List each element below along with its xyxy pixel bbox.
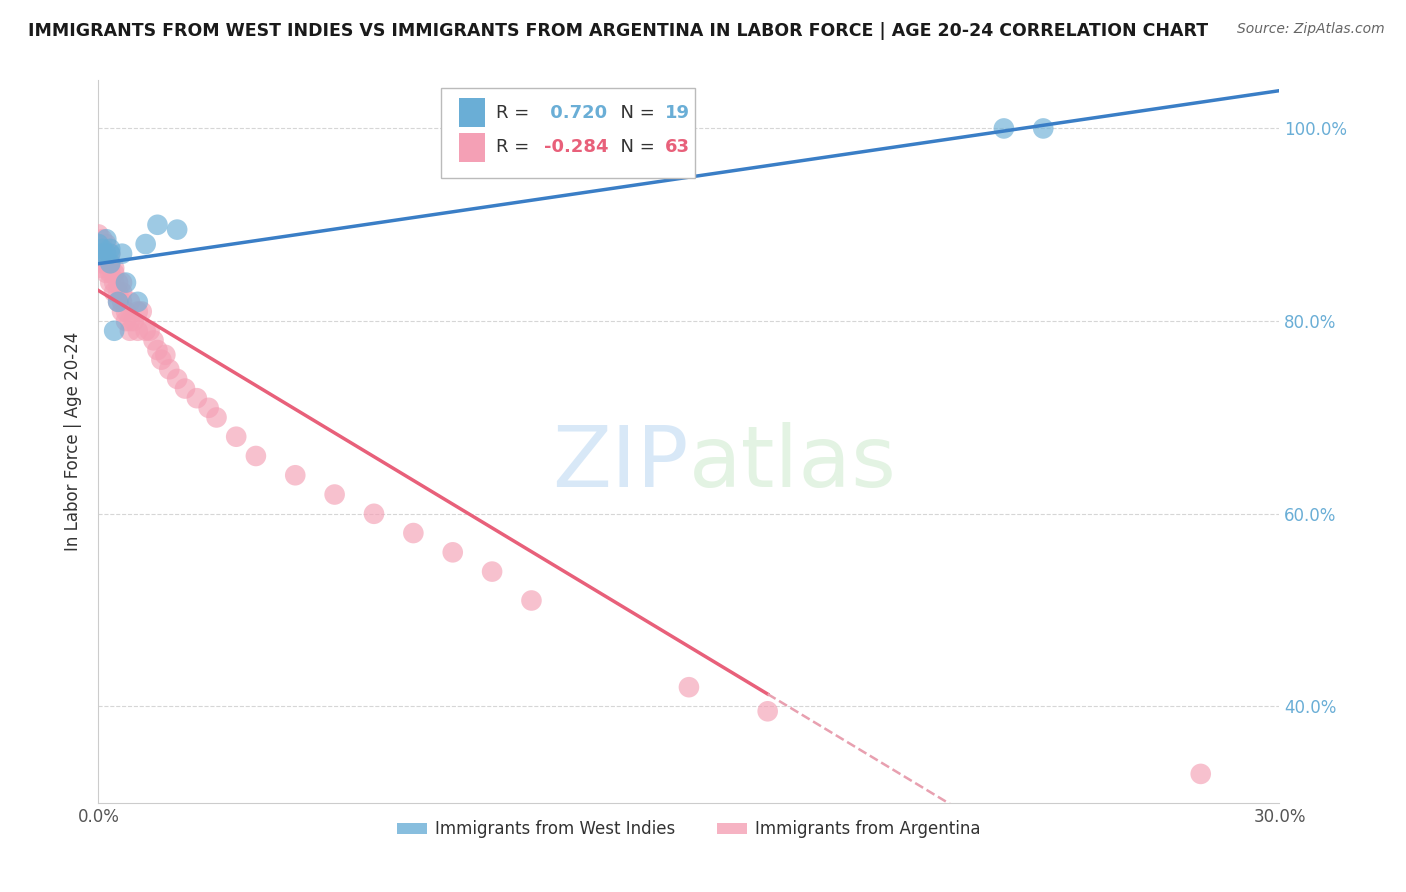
Text: 0.720: 0.720 [544,103,607,122]
Text: ZIP: ZIP [553,422,689,505]
Point [87,242,110,256]
Point [323,487,346,501]
Point [96,232,118,246]
Point [186,391,208,405]
Point [96,246,118,260]
Point [993,121,1015,136]
Point [1189,767,1212,781]
Point [115,304,138,318]
Point [103,324,125,338]
Text: Source: ZipAtlas.com: Source: ZipAtlas.com [1237,22,1385,37]
Point [127,304,149,318]
Point [111,246,134,260]
Point [118,324,141,338]
Point [96,256,118,270]
Point [91,242,114,256]
Point [481,565,503,579]
Point [111,285,134,300]
Point [91,246,114,260]
Point [441,545,464,559]
Point [107,294,129,309]
Point [103,276,125,290]
Point [146,218,169,232]
Point [98,246,121,260]
Point [520,593,543,607]
Point [157,362,180,376]
Point [127,294,149,309]
Text: -0.284: -0.284 [544,138,609,156]
Point [87,237,110,252]
Point [284,468,307,483]
Point [111,276,134,290]
Point [135,324,157,338]
Point [678,680,700,694]
Point [111,294,134,309]
Point [96,237,118,252]
Point [96,246,118,260]
Point [135,237,157,252]
Point [197,401,219,415]
Point [98,261,121,276]
Text: N =: N = [609,103,661,122]
Point [103,285,125,300]
Point [225,430,247,444]
Point [98,256,121,270]
Point [146,343,169,357]
Point [115,314,138,328]
Point [1032,121,1054,136]
Point [127,324,149,338]
Point [98,242,121,256]
Point [107,294,129,309]
Legend: Immigrants from West Indies, Immigrants from Argentina: Immigrants from West Indies, Immigrants … [391,814,987,845]
Point [107,276,129,290]
Point [87,227,110,242]
Point [91,246,114,260]
Point [363,507,385,521]
Point [142,334,165,348]
Point [103,266,125,280]
Point [111,304,134,318]
Text: 19: 19 [665,103,690,122]
Point [98,256,121,270]
Point [91,232,114,246]
Text: 63: 63 [665,138,690,156]
Point [131,304,153,318]
Point [98,266,121,280]
Point [87,237,110,252]
Point [205,410,228,425]
Point [122,314,145,328]
Text: R =: R = [496,138,536,156]
Point [98,246,121,260]
Point [174,382,197,396]
Point [91,261,114,276]
Point [115,276,138,290]
Point [756,704,779,718]
Point [245,449,267,463]
Point [103,261,125,276]
Text: R =: R = [496,103,536,122]
Point [91,256,114,270]
Point [166,372,188,386]
Point [87,246,110,260]
Point [91,242,114,256]
Point [107,285,129,300]
Point [87,252,110,266]
Point [98,276,121,290]
Y-axis label: In Labor Force | Age 20-24: In Labor Force | Age 20-24 [63,332,82,551]
Point [118,294,141,309]
FancyBboxPatch shape [458,133,485,162]
Text: N =: N = [609,138,661,156]
Text: atlas: atlas [689,422,897,505]
Point [96,266,118,280]
Point [155,348,177,362]
FancyBboxPatch shape [458,98,485,128]
Point [138,324,160,338]
Point [118,314,141,328]
Point [402,526,425,541]
Point [166,222,188,236]
Point [87,246,110,260]
Point [150,352,173,367]
Text: IMMIGRANTS FROM WEST INDIES VS IMMIGRANTS FROM ARGENTINA IN LABOR FORCE | AGE 20: IMMIGRANTS FROM WEST INDIES VS IMMIGRANT… [28,22,1208,40]
FancyBboxPatch shape [441,87,695,178]
